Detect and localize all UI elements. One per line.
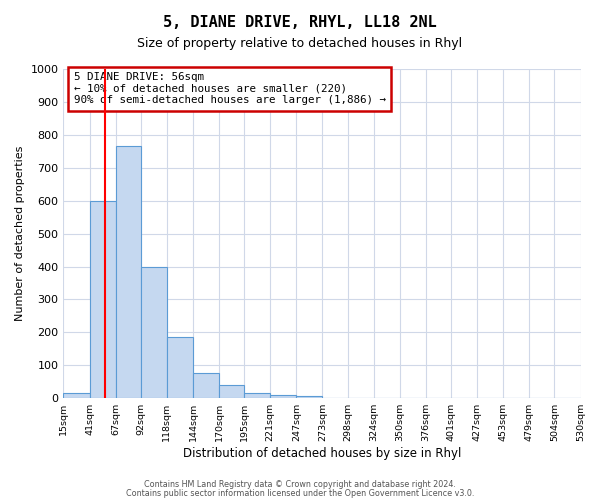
Bar: [167, 338, 193, 398]
Text: Contains HM Land Registry data © Crown copyright and database right 2024.: Contains HM Land Registry data © Crown c…: [144, 480, 456, 489]
Bar: [270, 395, 296, 398]
Bar: [296, 396, 322, 398]
Bar: [116, 146, 141, 398]
Text: Size of property relative to detached houses in Rhyl: Size of property relative to detached ho…: [137, 38, 463, 51]
Bar: [193, 372, 219, 398]
X-axis label: Distribution of detached houses by size in Rhyl: Distribution of detached houses by size …: [183, 447, 461, 460]
Bar: [89, 200, 116, 398]
Bar: [219, 385, 244, 398]
Bar: [141, 266, 167, 398]
Text: 5, DIANE DRIVE, RHYL, LL18 2NL: 5, DIANE DRIVE, RHYL, LL18 2NL: [163, 15, 437, 30]
Text: 5 DIANE DRIVE: 56sqm
← 10% of detached houses are smaller (220)
90% of semi-deta: 5 DIANE DRIVE: 56sqm ← 10% of detached h…: [74, 72, 386, 106]
Bar: [64, 394, 89, 398]
Y-axis label: Number of detached properties: Number of detached properties: [15, 146, 25, 322]
Bar: [244, 394, 270, 398]
Text: Contains public sector information licensed under the Open Government Licence v3: Contains public sector information licen…: [126, 488, 474, 498]
